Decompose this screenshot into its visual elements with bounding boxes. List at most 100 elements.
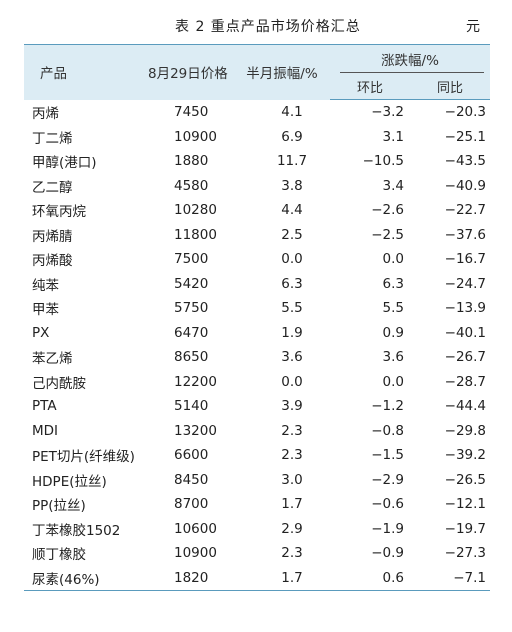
table-row: PP(拉丝) 8700 1.7 −0.6 −12.1 — [24, 492, 490, 517]
table-row: PTA 5140 3.9 −1.2 −44.4 — [24, 394, 490, 419]
swing-cell: 0.0 — [281, 251, 303, 268]
price-cell: 13200 — [174, 422, 217, 439]
yoy-cell: −24.7 — [444, 275, 487, 292]
table-title: 表 2 重点产品市场价格汇总 — [175, 19, 361, 35]
swing-cell: 3.9 — [281, 398, 303, 415]
unit-label: 元 — [466, 19, 480, 35]
price-cell: 10900 — [174, 545, 217, 562]
swing-cell: 4.4 — [281, 202, 303, 219]
product-cell: PX — [32, 324, 50, 341]
price-summary-table: 产品 8月29日价格 半月振幅/% 涨跌幅/% 环比 同比 丙烯 7450 4.1 −… — [24, 44, 491, 591]
header-mom: 环比 — [330, 73, 410, 100]
mom-cell: −0.9 — [371, 545, 404, 562]
price-cell: 1820 — [142, 565, 234, 591]
price-cell: 4580 — [174, 177, 209, 194]
table-row: 丙烯腈 11800 2.5 −2.5 −37.6 — [24, 223, 490, 248]
swing-cell: 2.9 — [281, 520, 303, 537]
yoy-cell: −13.9 — [444, 300, 487, 317]
price-cell: 7450 — [174, 104, 209, 120]
mom-cell: 3.6 — [382, 349, 404, 366]
mom-cell: 0.0 — [382, 373, 404, 390]
price-cell: 5750 — [174, 300, 209, 317]
table-row: 丙烯 7450 4.1 −3.2 −20.3 — [24, 100, 490, 125]
mom-cell: 0.0 — [382, 251, 404, 268]
mom-cell: −2.5 — [371, 226, 404, 243]
yoy-cell: −19.7 — [444, 520, 487, 537]
price-cell: 10900 — [174, 128, 217, 145]
mom-cell: −1.5 — [371, 447, 404, 464]
table-row: 丁苯橡胶1502 10600 2.9 −1.9 −19.7 — [24, 517, 490, 542]
table-caption: 表 2 重点产品市场价格汇总 元 — [0, 16, 512, 38]
yoy-cell: −22.7 — [444, 202, 487, 219]
table-row: 环氧丙烷 10280 4.4 −2.6 −22.7 — [24, 198, 490, 223]
swing-cell: 6.9 — [281, 128, 303, 145]
table-row: 苯乙烯 8650 3.6 3.6 −26.7 — [24, 345, 490, 370]
table-row: 己内酰胺 12200 0.0 0.0 −28.7 — [24, 370, 490, 395]
mom-cell: −2.6 — [371, 202, 404, 219]
table-row: HDPE(拉丝) 8450 3.0 −2.9 −26.5 — [24, 468, 490, 493]
mom-cell: 5.5 — [382, 300, 404, 317]
swing-cell: 1.7 — [234, 565, 330, 591]
price-cell: 8450 — [174, 471, 209, 488]
header-yoy: 同比 — [410, 73, 491, 100]
table-row: 尿素(46%) 1820 1.7 0.6 −7.1 — [24, 565, 491, 591]
swing-cell: 2.3 — [281, 422, 303, 439]
product-cell: 丙烯酸 — [32, 253, 73, 270]
swing-cell: 6.3 — [281, 275, 303, 292]
table-header: 产品 8月29日价格 半月振幅/% 涨跌幅/% 环比 同比 — [24, 44, 491, 100]
header-price: 8月29日价格 — [142, 44, 234, 100]
product-cell: 丙烯腈 — [32, 228, 73, 245]
price-cell: 5420 — [174, 275, 209, 292]
table-row: PET切片(纤维级) 6600 2.3 −1.5 −39.2 — [24, 443, 490, 468]
table-row: 丙烯酸 7500 0.0 0.0 −16.7 — [24, 247, 490, 272]
product-cell: PET切片(纤维级) — [32, 449, 135, 466]
mom-cell: 3.4 — [382, 177, 404, 194]
swing-cell: 1.9 — [281, 324, 303, 341]
swing-cell: 2.3 — [281, 545, 303, 562]
yoy-cell: −43.5 — [444, 153, 487, 170]
product-cell: PP(拉丝) — [32, 498, 86, 515]
yoy-cell: −7.1 — [410, 565, 491, 591]
swing-cell: 3.8 — [281, 177, 303, 194]
yoy-cell: −28.7 — [444, 373, 487, 390]
yoy-cell: −39.2 — [444, 447, 487, 464]
product-cell: MDI — [32, 422, 59, 439]
header-change: 涨跌幅/% — [330, 44, 491, 73]
swing-cell: 2.5 — [281, 226, 303, 243]
price-cell: 8700 — [174, 496, 209, 513]
swing-cell: 1.7 — [281, 496, 303, 513]
table-body: 丙烯 7450 4.1 −3.2 −20.3 丁二烯 10900 6.9 3.1 −25.1 甲醇(… — [24, 100, 491, 591]
price-cell: 1880 — [174, 153, 209, 170]
product-cell: PTA — [32, 398, 57, 415]
swing-cell: 5.5 — [281, 300, 303, 317]
swing-cell: 4.1 — [281, 104, 303, 120]
swing-cell: 3.0 — [281, 471, 303, 488]
mom-cell: −1.2 — [371, 398, 404, 415]
product-cell: 纯苯 — [32, 277, 59, 294]
yoy-cell: −12.1 — [444, 496, 487, 513]
price-cell: 6600 — [174, 447, 209, 464]
yoy-cell: −37.6 — [444, 226, 487, 243]
table-row: MDI 13200 2.3 −0.8 −29.8 — [24, 419, 490, 444]
mom-cell: 0.6 — [330, 565, 410, 591]
price-cell: 8650 — [174, 349, 209, 366]
yoy-cell: −29.8 — [444, 422, 487, 439]
mom-cell: −3.2 — [371, 104, 404, 121]
yoy-cell: −25.1 — [444, 128, 487, 145]
swing-cell: 0.0 — [281, 373, 303, 390]
price-cell: 10600 — [174, 520, 217, 537]
price-cell: 6470 — [174, 324, 209, 341]
mom-cell: 3.1 — [382, 128, 404, 145]
table-row: 甲苯 5750 5.5 5.5 −13.9 — [24, 296, 490, 321]
header-swing: 半月振幅/% — [234, 44, 330, 100]
yoy-cell: −26.5 — [444, 471, 487, 488]
table-row: 纯苯 5420 6.3 6.3 −24.7 — [24, 272, 490, 297]
swing-cell: 3.6 — [281, 349, 303, 366]
table-row: 乙二醇 4580 3.8 3.4 −40.9 — [24, 174, 490, 199]
product-cell: 丁二烯 — [32, 130, 73, 147]
swing-cell: 2.3 — [281, 447, 303, 464]
product-cell: 甲醇(港口) — [32, 155, 97, 172]
mom-cell: −1.9 — [371, 520, 404, 537]
price-cell: 5140 — [174, 398, 209, 415]
